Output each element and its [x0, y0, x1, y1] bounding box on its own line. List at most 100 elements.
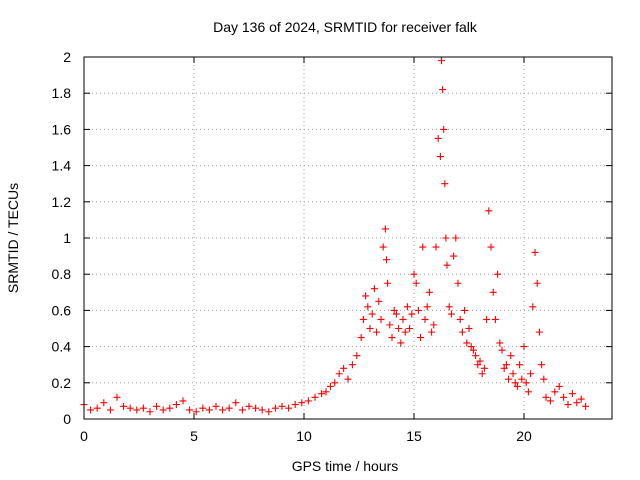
- data-point: [434, 134, 442, 142]
- data-point: [133, 406, 141, 414]
- data-point: [399, 315, 407, 323]
- data-point: [381, 225, 389, 233]
- data-point: [438, 57, 445, 65]
- data-point: [388, 334, 396, 342]
- data-point: [335, 370, 343, 378]
- data-point: [392, 310, 400, 318]
- data-point: [516, 361, 524, 369]
- data-point: [476, 357, 484, 365]
- data-point: [428, 328, 436, 336]
- data-point: [487, 243, 495, 251]
- data-point: [364, 303, 372, 311]
- y-tick-label: 2: [63, 49, 71, 65]
- data-point: [465, 325, 473, 332]
- data-point: [397, 339, 405, 347]
- data-point: [538, 361, 546, 369]
- data-point: [432, 243, 440, 251]
- x-tick-label: 10: [296, 428, 312, 444]
- data-point: [555, 382, 563, 390]
- x-axis-label: GPS time / hours: [292, 458, 399, 474]
- data-point: [452, 234, 460, 242]
- data-point: [469, 346, 477, 354]
- data-point: [100, 399, 108, 407]
- data-point: [412, 279, 420, 287]
- data-point: [406, 325, 414, 332]
- y-tick-labels: 0 0.2 0.4 0.6 0.8 1 1.2 1.4 1.6 1.8 2: [52, 49, 72, 427]
- data-point: [522, 379, 530, 387]
- data-point: [568, 390, 576, 398]
- data-point: [410, 270, 418, 278]
- data-point: [265, 408, 273, 416]
- data-point: [461, 306, 469, 314]
- data-point: [331, 379, 339, 387]
- data-point: [489, 288, 497, 296]
- data-point: [527, 370, 535, 378]
- data-point: [205, 406, 213, 414]
- data-point: [384, 279, 392, 287]
- data-point: [443, 261, 451, 269]
- data-point: [362, 292, 370, 300]
- data-point: [370, 285, 378, 293]
- data-point: [87, 406, 95, 414]
- data-point: [386, 321, 394, 329]
- data-point: [326, 382, 334, 390]
- data-point: [498, 346, 506, 354]
- data-point: [518, 375, 526, 383]
- data-point: [379, 243, 387, 251]
- data-point: [450, 252, 458, 260]
- data-point: [542, 393, 550, 401]
- data-point: [531, 248, 539, 256]
- data-point: [348, 361, 356, 369]
- data-point: [447, 310, 455, 318]
- data-point: [577, 395, 585, 403]
- data-point: [377, 315, 385, 323]
- y-tick-label: 1.6: [52, 121, 72, 137]
- x-tick-label: 0: [80, 428, 88, 444]
- data-point: [436, 153, 444, 161]
- data-point: [318, 390, 326, 398]
- data-point: [146, 408, 154, 416]
- y-tick-label: 0.6: [52, 302, 72, 318]
- y-tick-label: 1.8: [52, 85, 72, 101]
- data-point: [311, 393, 319, 401]
- data-point: [440, 125, 448, 133]
- data-point: [403, 303, 411, 311]
- data-point: [271, 404, 279, 412]
- data-point: [113, 393, 121, 401]
- data-point: [395, 325, 403, 332]
- data-point: [373, 328, 381, 336]
- data-point: [153, 402, 161, 410]
- data-point: [359, 315, 367, 323]
- data-point: [540, 375, 548, 383]
- data-point: [439, 86, 447, 94]
- data-point: [368, 310, 376, 318]
- y-tick-label: 1: [63, 230, 71, 246]
- y-tick-label: 1.4: [52, 158, 72, 174]
- data-point: [419, 243, 427, 251]
- data-point: [421, 315, 429, 323]
- data-point: [238, 406, 246, 414]
- data-point: [442, 234, 450, 242]
- data-point: [166, 404, 174, 412]
- data-point: [344, 375, 352, 383]
- data-point: [480, 364, 488, 372]
- data-point: [513, 382, 521, 390]
- data-point: [245, 402, 253, 410]
- chart-title: Day 136 of 2024, SRMTID for receiver fal…: [213, 19, 478, 35]
- data-point: [425, 288, 433, 296]
- data-point: [423, 303, 431, 311]
- data-point: [507, 352, 515, 360]
- data-point: [139, 404, 147, 412]
- data-point: [494, 270, 502, 278]
- x-tick-label: 5: [190, 428, 198, 444]
- x-tick-labels: 0 5 10 15 20: [80, 428, 532, 444]
- data-point: [502, 361, 510, 369]
- data-point: [582, 402, 590, 410]
- data-point: [126, 404, 134, 412]
- data-point: [186, 406, 194, 414]
- data-point: [551, 388, 559, 396]
- data-point: [511, 379, 519, 387]
- data-point: [478, 370, 486, 378]
- data-point: [520, 343, 528, 351]
